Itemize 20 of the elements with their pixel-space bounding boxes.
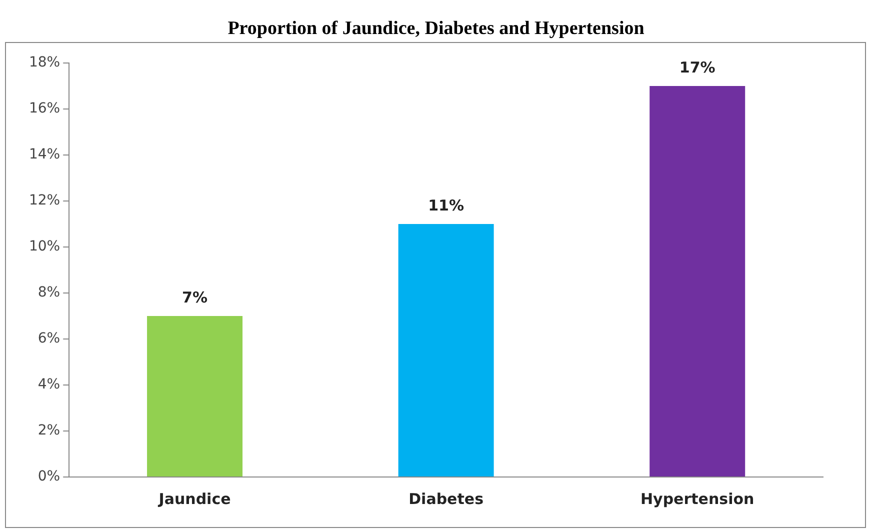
y-tick-label: 16% bbox=[28, 100, 60, 117]
y-tick-label: 10% bbox=[28, 238, 60, 255]
data-label: 17% bbox=[679, 58, 716, 76]
bar bbox=[398, 224, 494, 476]
x-tick-label: Jaundice bbox=[158, 490, 231, 508]
y-tick-label: 14% bbox=[28, 146, 60, 163]
bar bbox=[147, 316, 243, 476]
data-label: 11% bbox=[428, 196, 464, 214]
y-tick-label: 4% bbox=[38, 376, 60, 393]
y-tick-label: 0% bbox=[38, 468, 60, 485]
y-tick-label: 2% bbox=[38, 422, 60, 439]
y-tick-label: 6% bbox=[38, 330, 60, 347]
x-tick-label: Diabetes bbox=[408, 490, 484, 508]
y-tick-label: 18% bbox=[28, 54, 60, 71]
y-tick-label: 8% bbox=[38, 284, 60, 301]
x-tick-label: Hypertension bbox=[640, 490, 754, 508]
data-label: 7% bbox=[182, 288, 208, 306]
bar bbox=[650, 86, 746, 476]
y-tick-label: 12% bbox=[28, 192, 60, 209]
chart-title: Proportion of Jaundice, Diabetes and Hypertension bbox=[226, 18, 646, 40]
